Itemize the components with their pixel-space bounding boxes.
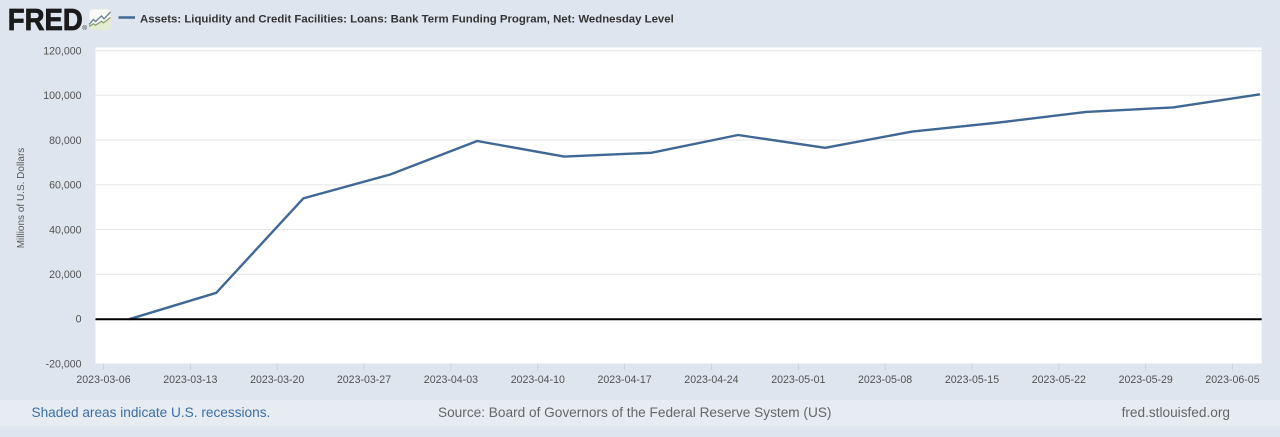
svg-text:0: 0: [76, 314, 82, 326]
svg-text:FRED: FRED: [8, 3, 83, 37]
svg-text:-20,000: -20,000: [46, 358, 82, 370]
svg-text:2023-05-22: 2023-05-22: [1032, 374, 1086, 386]
svg-text:2023-03-06: 2023-03-06: [76, 374, 130, 386]
svg-text:2023-05-29: 2023-05-29: [1119, 374, 1173, 386]
svg-text:2023-04-10: 2023-04-10: [511, 374, 565, 386]
svg-text:20,000: 20,000: [49, 269, 82, 281]
svg-text:Assets: Liquidity and Credit F: Assets: Liquidity and Credit Facilities:…: [140, 14, 674, 26]
svg-text:fred.stlouisfed.org: fred.stlouisfed.org: [1122, 405, 1230, 420]
svg-text:40,000: 40,000: [49, 224, 82, 236]
svg-text:120,000: 120,000: [43, 46, 81, 58]
svg-text:Shaded areas indicate U.S. rec: Shaded areas indicate U.S. recessions.: [32, 405, 271, 420]
svg-text:2023-03-13: 2023-03-13: [163, 374, 217, 386]
svg-text:Source: Board of Governors of: Source: Board of Governors of the Federa…: [438, 405, 831, 420]
svg-text:2023-06-05: 2023-06-05: [1205, 374, 1259, 386]
svg-text:2023-03-27: 2023-03-27: [337, 374, 391, 386]
svg-text:2023-03-20: 2023-03-20: [250, 374, 304, 386]
svg-text:100,000: 100,000: [43, 90, 81, 102]
svg-text:2023-04-17: 2023-04-17: [597, 374, 651, 386]
svg-text:Millions of U.S. Dollars: Millions of U.S. Dollars: [16, 148, 27, 249]
svg-text:2023-05-08: 2023-05-08: [858, 374, 912, 386]
svg-text:2023-04-24: 2023-04-24: [684, 374, 738, 386]
svg-text:2023-04-03: 2023-04-03: [424, 374, 478, 386]
svg-text:60,000: 60,000: [49, 180, 82, 192]
svg-text:®: ®: [82, 24, 87, 32]
svg-text:2023-05-15: 2023-05-15: [945, 374, 999, 386]
svg-text:2023-05-01: 2023-05-01: [771, 374, 825, 386]
svg-text:80,000: 80,000: [49, 135, 82, 147]
